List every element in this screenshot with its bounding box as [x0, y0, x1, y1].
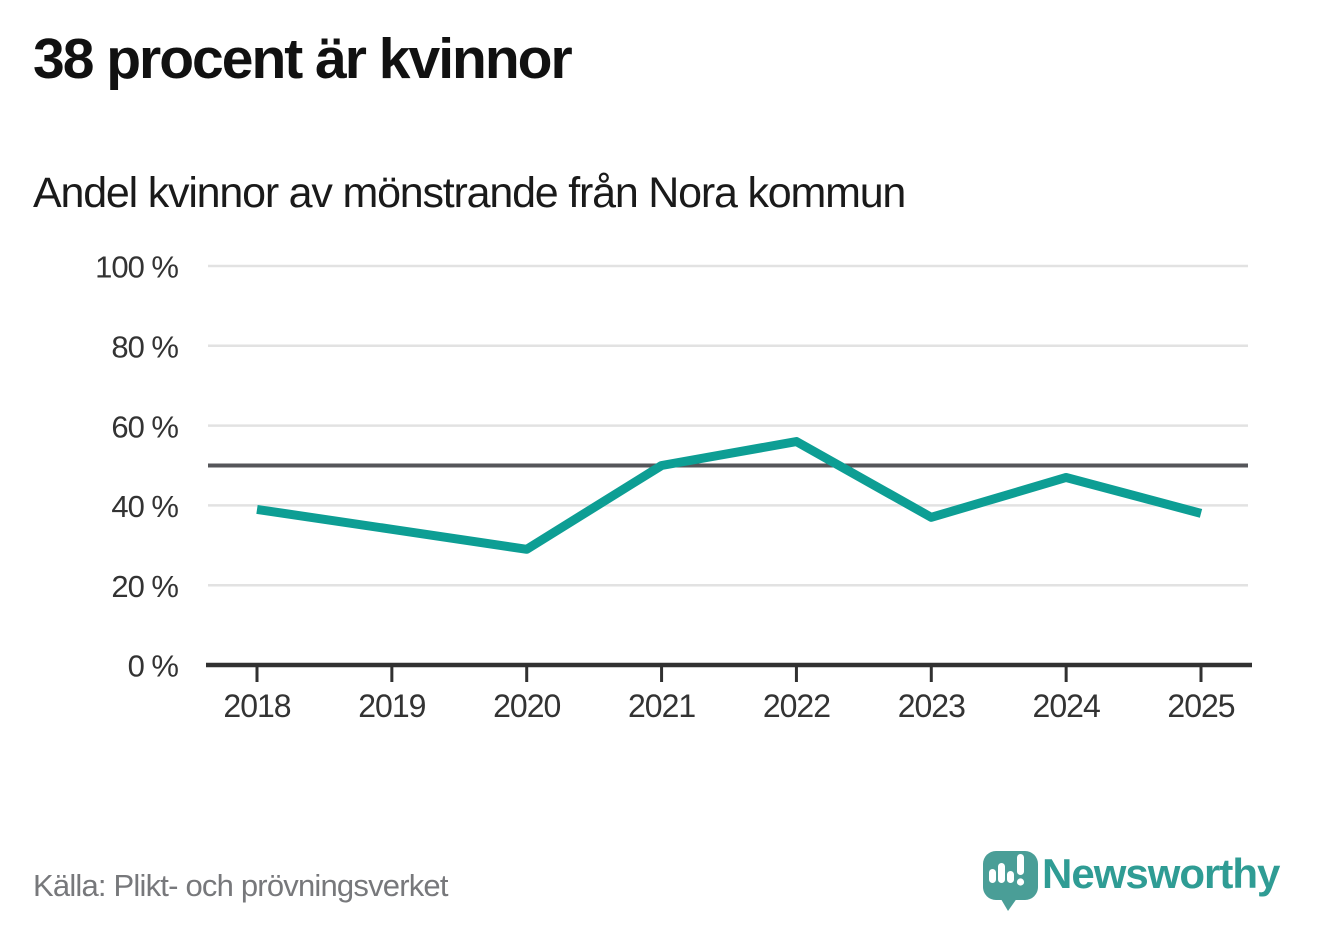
newsworthy-logo-icon — [983, 851, 1038, 911]
y-axis-label: 40 % — [111, 489, 178, 524]
y-axis-label: 100 % — [95, 250, 178, 285]
x-axis-label: 2025 — [1167, 688, 1234, 724]
x-axis-label: 2020 — [493, 688, 560, 724]
newsworthy-wordmark: Newsworthy — [1042, 850, 1280, 897]
line-chart: 0 % 20 % 40 % 60 % 80 % 100 % 2018 2019 2020 2021… — [0, 240, 1322, 740]
data-line-andel-kvinnor — [256, 437, 1203, 554]
chart-title: 38 procent är kvinnor — [33, 27, 573, 91]
y-axis-label: 20 % — [111, 569, 178, 604]
x-axis-label: 2021 — [628, 688, 695, 724]
chart-subtitle: Andel kvinnor av mönstrande från Nora ko… — [33, 169, 906, 217]
x-axis-label: 2024 — [1033, 688, 1100, 724]
x-axis-label: 2023 — [898, 688, 965, 724]
y-axis-label: 0 % — [128, 649, 179, 684]
newsworthy-brand: Newsworthy — [980, 844, 1310, 919]
x-axis-label: 2018 — [223, 688, 290, 724]
x-axis-label: 2022 — [763, 688, 830, 724]
y-axis-label: 80 % — [111, 330, 178, 365]
x-axis-label: 2019 — [358, 688, 425, 724]
y-axis-label: 60 % — [111, 409, 178, 444]
source-note: Källa: Plikt- och prövningsverket — [33, 868, 448, 903]
chart-canvas: 0 % 20 % 40 % 60 % 80 % 100 % 2018 2019 2020 2021… — [95, 250, 1252, 724]
